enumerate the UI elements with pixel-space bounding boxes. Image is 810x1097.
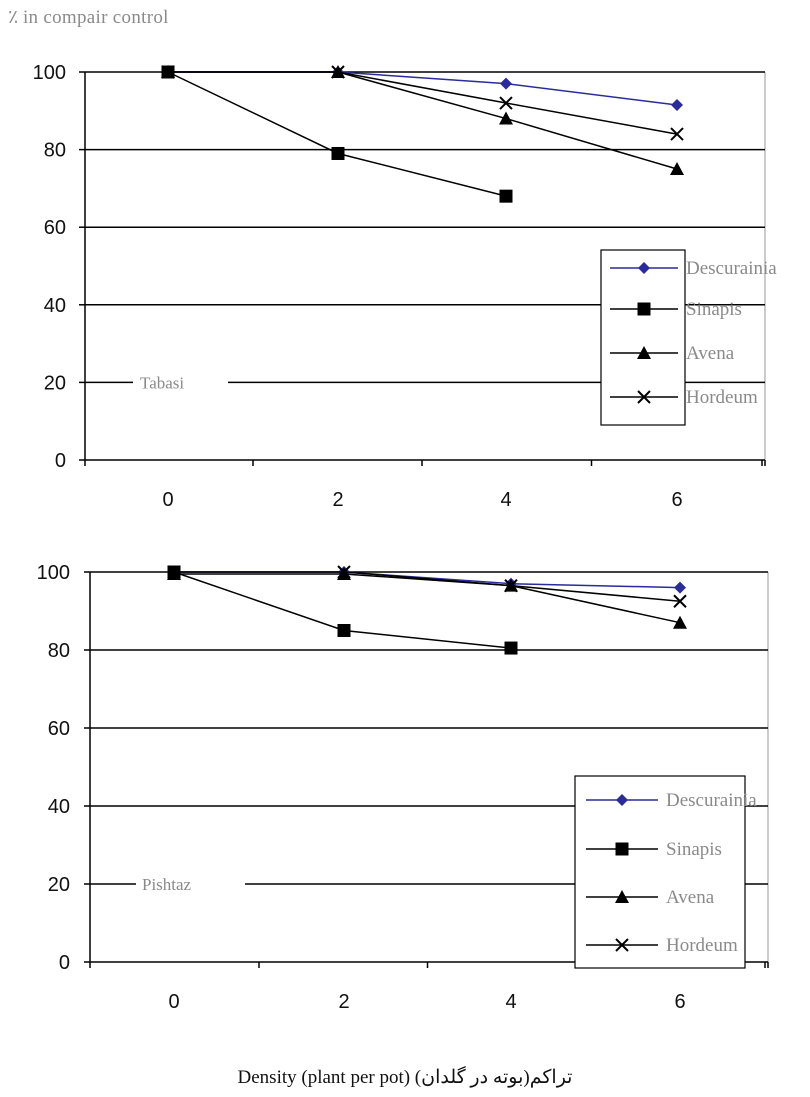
- legend-label: Descurainia: [666, 790, 757, 811]
- y-tick-label: 20: [44, 372, 66, 394]
- series-hordeum: [161, 65, 684, 141]
- legend-label: Avena: [666, 887, 715, 908]
- series-avena: [161, 65, 684, 175]
- x-tick-label: 2: [338, 991, 349, 1013]
- data-point: [167, 565, 181, 579]
- data-point: [331, 146, 345, 160]
- data-point: [331, 65, 345, 79]
- y-tick-label: 40: [48, 796, 70, 818]
- panel-label: Pishtaz: [142, 875, 192, 894]
- data-point: [670, 127, 684, 141]
- series-line: [168, 71, 678, 135]
- y-axis-title: ٪ in compair control: [8, 7, 169, 28]
- legend-marker: [637, 390, 651, 404]
- legend-marker: [637, 302, 651, 316]
- legend-label: Hordeum: [666, 935, 738, 956]
- series-line: [174, 573, 681, 624]
- series-line: [168, 71, 678, 106]
- y-tick-label: 0: [59, 952, 70, 974]
- legend-marker: [616, 794, 628, 806]
- data-point: [499, 189, 513, 203]
- data-point: [504, 641, 518, 655]
- data-point: [670, 162, 684, 175]
- chart-panel-1: 0 20 40 60 80 100 0 2 4 6 Tabasi Descurainia Sinapis…: [33, 62, 778, 511]
- y-tick-label: 20: [48, 874, 70, 896]
- series-hordeum: [167, 565, 687, 608]
- legend-marker: [615, 890, 629, 903]
- panel-label: Tabasi: [140, 373, 184, 392]
- data-point: [499, 96, 513, 110]
- legend-marker: [637, 346, 651, 359]
- legend-label: Hordeum: [686, 387, 758, 408]
- y-tick-label: 40: [44, 295, 66, 317]
- x-tick-label: 0: [162, 489, 173, 511]
- data-point: [499, 111, 513, 125]
- x-tick-label: 4: [505, 991, 516, 1013]
- legend-label: Sinapis: [666, 839, 722, 860]
- y-tick-label: 80: [44, 140, 66, 162]
- legend-label: Sinapis: [686, 299, 742, 320]
- x-tick-label: 0: [168, 991, 179, 1013]
- legend-label: Descurainia: [686, 258, 777, 279]
- data-point: [337, 565, 351, 579]
- data-point: [674, 581, 686, 594]
- data-point: [673, 615, 687, 629]
- series-avena: [167, 566, 687, 629]
- data-point: [671, 98, 683, 111]
- chart-panel-2: 0 20 40 60 80 100 0 2 4 6 Pishtaz Descurainia Sinapi…: [37, 562, 769, 1013]
- x-axis-title: Density (plant per pot) (تراکم(بوته در گ…: [237, 1067, 573, 1088]
- data-point: [500, 77, 512, 90]
- x-tick-label: 4: [500, 489, 511, 511]
- legend-marker: [638, 262, 650, 274]
- series-sinapis: [161, 65, 513, 203]
- legend: Descurainia Sinapis Avena Hordeum: [600, 249, 777, 426]
- y-tick-label: 60: [44, 217, 66, 239]
- series-line: [174, 571, 681, 602]
- y-tick-label: 0: [55, 450, 66, 472]
- y-tick-label: 100: [33, 62, 66, 84]
- legend: Descurainia Sinapis Avena Hordeum: [574, 775, 757, 969]
- data-point: [673, 594, 687, 608]
- legend-marker: [615, 842, 629, 856]
- data-point: [337, 624, 351, 637]
- legend-box: [574, 775, 746, 969]
- y-tick-label: 100: [37, 562, 70, 584]
- legend-marker: [615, 938, 629, 952]
- data-point: [504, 578, 518, 593]
- y-tick-label: 60: [48, 718, 70, 740]
- y-tick-label: 80: [48, 640, 70, 662]
- data-point: [161, 65, 175, 79]
- x-tick-label: 6: [674, 991, 685, 1013]
- legend-label: Avena: [686, 343, 735, 364]
- series-line: [167, 71, 507, 197]
- x-tick-label: 2: [332, 489, 343, 511]
- x-tick-label: 6: [671, 489, 682, 511]
